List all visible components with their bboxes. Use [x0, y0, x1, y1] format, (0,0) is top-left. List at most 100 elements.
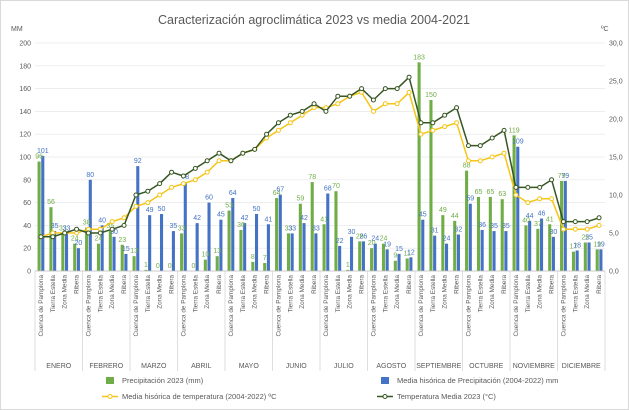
temp-historic-point — [145, 200, 151, 206]
precip-2023-label: 59 — [296, 196, 304, 203]
precip-2023-bar — [381, 243, 386, 271]
precip-2023-label: 53 — [225, 203, 233, 210]
precip-2023-label: 24 — [71, 236, 79, 243]
temp-2023-point — [38, 234, 44, 240]
precip-historic-bar — [231, 198, 235, 271]
precip-historic-label: 46 — [538, 211, 546, 218]
right-tick-label: 10,0 — [609, 193, 623, 200]
right-axis-unit: ºC — [601, 26, 609, 33]
precip-2023-bar — [85, 227, 89, 271]
zone-tick-label: Zona Media — [109, 275, 116, 309]
precip-2023-label: 63 — [498, 191, 506, 198]
precip-historic-bar — [112, 236, 116, 271]
precip-2023-label: 1 — [144, 262, 148, 269]
zone-tick-label: Ribera — [596, 275, 603, 294]
precip-2023-bar — [583, 242, 587, 271]
temp-2023-point — [240, 150, 246, 156]
precip-2023-label: 8 — [251, 254, 255, 261]
precip-2023-label: 41 — [320, 216, 328, 223]
right-tick-label: 15,0 — [609, 155, 623, 162]
zone-tick-label: Tierra Estella — [430, 275, 437, 313]
precip-historic-label: 101 — [37, 148, 49, 155]
temp-historic-point — [275, 127, 281, 133]
precip-2023-bar — [524, 225, 528, 271]
precip-historic-bar — [480, 229, 484, 271]
precip-historic-bar — [278, 194, 282, 271]
zone-tick-label: Cuenca de Pamplona — [228, 275, 235, 337]
zone-tick-label: Tierra Estella — [477, 275, 484, 313]
temp-historic-point — [501, 150, 507, 156]
precip-historic-bar — [421, 219, 425, 271]
precip-historic-label: 26 — [360, 233, 368, 240]
month-label: JUNIO — [286, 363, 308, 370]
temp-historic-point — [513, 192, 519, 198]
left-tick-label: 140 — [19, 109, 31, 116]
precip-historic-label: 33 — [63, 225, 71, 232]
precip-historic-label: 42 — [241, 215, 249, 222]
temp-historic-point — [572, 226, 578, 232]
precip-historic-bar — [266, 224, 270, 271]
zone-tick-label: Zona Media — [62, 275, 69, 309]
precip-2023-label: 1 — [346, 262, 350, 269]
precip-2023-label: 19 — [593, 241, 601, 248]
precip-historic-label: 19 — [597, 241, 605, 248]
zone-tick-label: Cuenca de Pamplona — [85, 275, 92, 337]
precip-historic-label: 79 — [561, 173, 569, 180]
month-label: JULIO — [334, 363, 354, 370]
precip-2023-label: 0 — [156, 263, 160, 270]
precip-historic-bar — [195, 223, 199, 271]
zone-tick-label: Zona Media — [394, 275, 401, 309]
bar-series — [37, 62, 603, 271]
precip-historic-bar — [397, 253, 401, 271]
temp-2023-point — [537, 184, 543, 190]
precip-2023-label: 38 — [83, 220, 91, 227]
precip-2023-bar — [595, 249, 599, 271]
temp-2023-line — [40, 75, 600, 238]
precip-historic-label: 50 — [158, 206, 166, 213]
precip-2023-label: 24 — [95, 236, 103, 243]
precip-historic-bar — [468, 203, 472, 271]
temp-2023-point — [145, 188, 151, 194]
legend-label: Precipitación 2023 (mm) — [122, 376, 204, 385]
temp-2023-point — [252, 146, 258, 152]
precip-historic-bar — [409, 257, 413, 271]
temp-historic-point — [430, 127, 436, 133]
precip-2023-bar — [227, 210, 231, 271]
precip-historic-label: 42 — [193, 215, 201, 222]
temp-2023-point — [335, 93, 341, 99]
precip-historic-bar — [254, 214, 259, 271]
zone-tick-label: Ribera — [216, 275, 223, 294]
temp-2023-point — [204, 158, 210, 164]
precip-historic-bar — [159, 214, 164, 271]
left-tick-label: 160 — [19, 86, 31, 93]
precip-historic-label: 12 — [407, 249, 415, 256]
precip-2023-bar — [429, 100, 433, 271]
precip-historic-bar — [148, 215, 152, 271]
precip-2023-bar — [215, 256, 219, 271]
precip-historic-label: 80 — [86, 172, 94, 179]
temp-2023-point — [489, 135, 495, 141]
temp-2023-point — [264, 131, 270, 137]
precip-historic-bar — [41, 155, 45, 271]
temp-historic-point — [121, 215, 127, 221]
temp-historic-point — [418, 131, 424, 137]
precip-historic-label: 25 — [585, 235, 593, 242]
temp-historic-point — [549, 196, 555, 202]
month-label: FEBRERO — [89, 363, 123, 370]
precip-2023-label: 183 — [413, 54, 425, 61]
temp-2023-point — [560, 219, 566, 225]
precip-historic-label: 50 — [253, 206, 261, 213]
precip-2023-bar — [180, 233, 184, 271]
precip-2023-label: 40 — [522, 217, 530, 224]
zone-tick-label: Ribera — [169, 275, 176, 294]
precip-2023-label: 96 — [35, 154, 43, 161]
precip-2023-bar — [358, 241, 362, 271]
precip-historic-label: 40 — [98, 217, 106, 224]
gridlines — [35, 42, 605, 272]
zone-tick-label: Tierra Estella — [50, 275, 57, 313]
zone-tick-label: Tierra Estella — [287, 275, 294, 313]
precip-historic-label: 59 — [466, 196, 474, 203]
precip-2023-bar — [49, 207, 53, 271]
precip-historic-label: 22 — [336, 238, 344, 245]
precip-2023-bar — [512, 135, 516, 271]
